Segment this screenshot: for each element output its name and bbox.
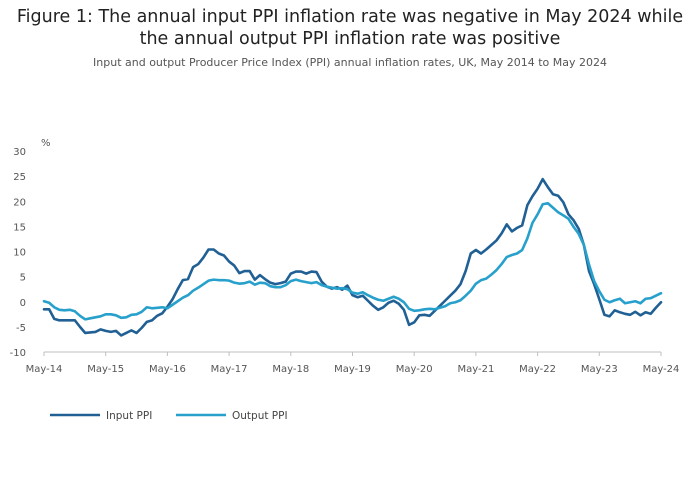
series-line-output-ppi — [42, 201, 663, 321]
y-axis-label: % — [41, 138, 51, 149]
series-lines — [42, 177, 663, 337]
x-tick-label: May-22 — [519, 364, 556, 375]
y-tick-label: -5 — [16, 323, 26, 334]
y-tick-label: 10 — [13, 248, 26, 259]
chart-subtitle: Input and output Producer Price Index (P… — [93, 56, 607, 69]
x-tick-label: May-19 — [334, 364, 371, 375]
y-tick-label: 5 — [20, 273, 26, 284]
y-axis: -10 -5 0 5 10 15 20 25 30% — [10, 138, 51, 359]
x-tick-label: May-23 — [581, 364, 618, 375]
legend-label: Input PPI — [106, 410, 152, 422]
y-tick-label: 30 — [13, 147, 26, 158]
x-tick-label: May-14 — [26, 364, 63, 375]
chart-title: Figure 1: The annual input PPI inflation… — [16, 7, 684, 49]
x-tick-label: May-20 — [396, 364, 433, 375]
series-line-input-ppi — [42, 177, 663, 337]
y-tick-label: 25 — [13, 172, 26, 183]
y-tick-label: 15 — [13, 222, 26, 233]
x-tick-label: May-17 — [211, 364, 248, 375]
x-tick-label: May-24 — [643, 364, 680, 375]
x-tick-label: May-16 — [149, 364, 186, 375]
x-axis: May-14 May-15 May-16 May-17 May-18 May-19 May-… — [26, 351, 680, 375]
x-tick-label: May-15 — [87, 364, 124, 375]
x-tick-label: May-18 — [272, 364, 309, 375]
x-tick-label: May-21 — [457, 364, 494, 375]
legend-label: Output PPI — [232, 410, 288, 422]
legend: Input PPI Output PPI — [50, 410, 288, 422]
y-tick-label: -10 — [10, 348, 26, 359]
y-tick-label: 20 — [13, 197, 26, 208]
y-tick-label: 0 — [20, 298, 26, 309]
